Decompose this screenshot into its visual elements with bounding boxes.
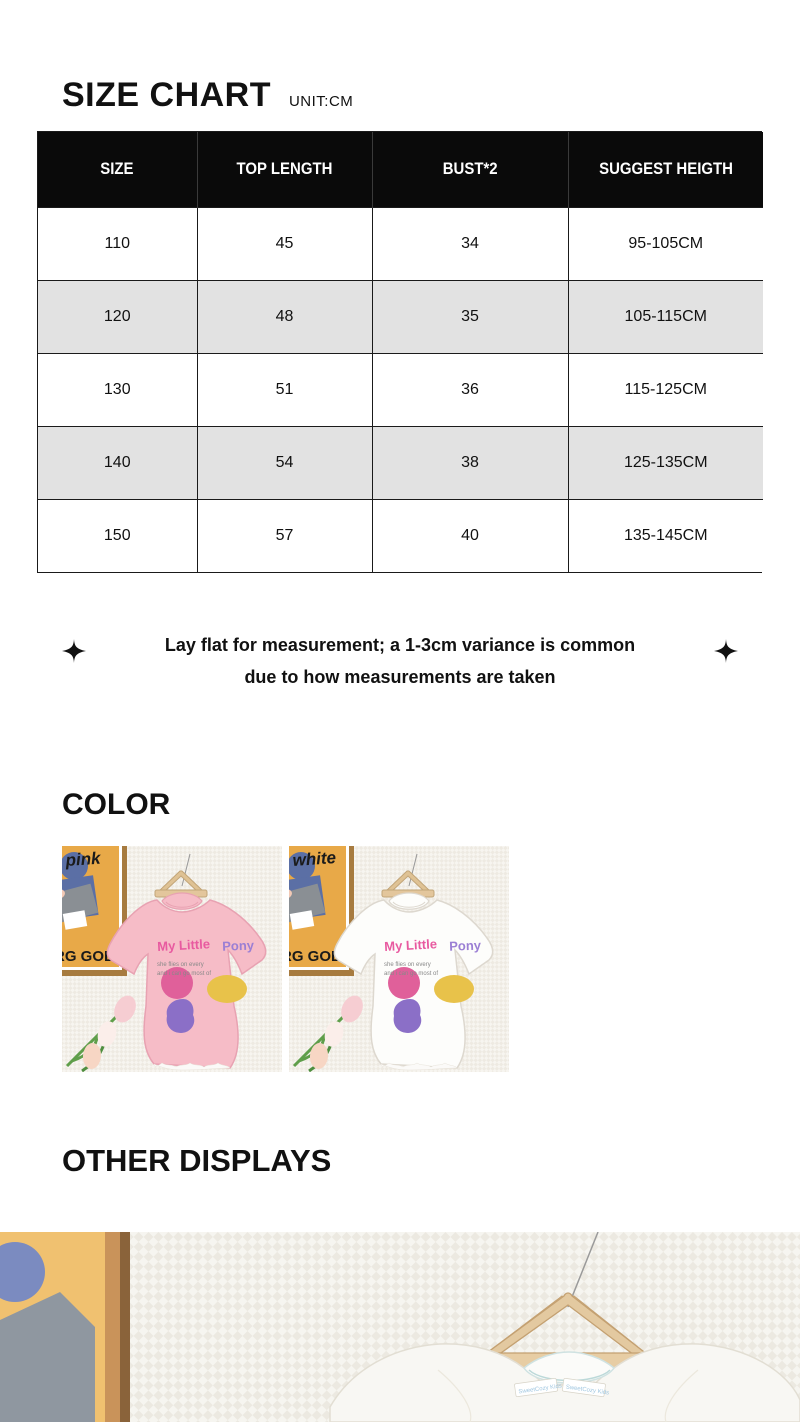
svg-text:pink: pink (64, 848, 103, 870)
svg-text:and i can go most of: and i can go most of (157, 971, 211, 977)
svg-text:My Little: My Little (384, 936, 437, 954)
svg-text:white: white (292, 848, 337, 870)
svg-text:she flies on every: she flies on every (157, 962, 204, 968)
svg-text:Pony: Pony (222, 938, 255, 954)
svg-text:My Little: My Little (157, 936, 210, 954)
svg-text:Pony: Pony (449, 938, 482, 954)
svg-text:she flies on every: she flies on every (384, 962, 431, 968)
svg-text:and i can go most of: and i can go most of (384, 971, 438, 977)
